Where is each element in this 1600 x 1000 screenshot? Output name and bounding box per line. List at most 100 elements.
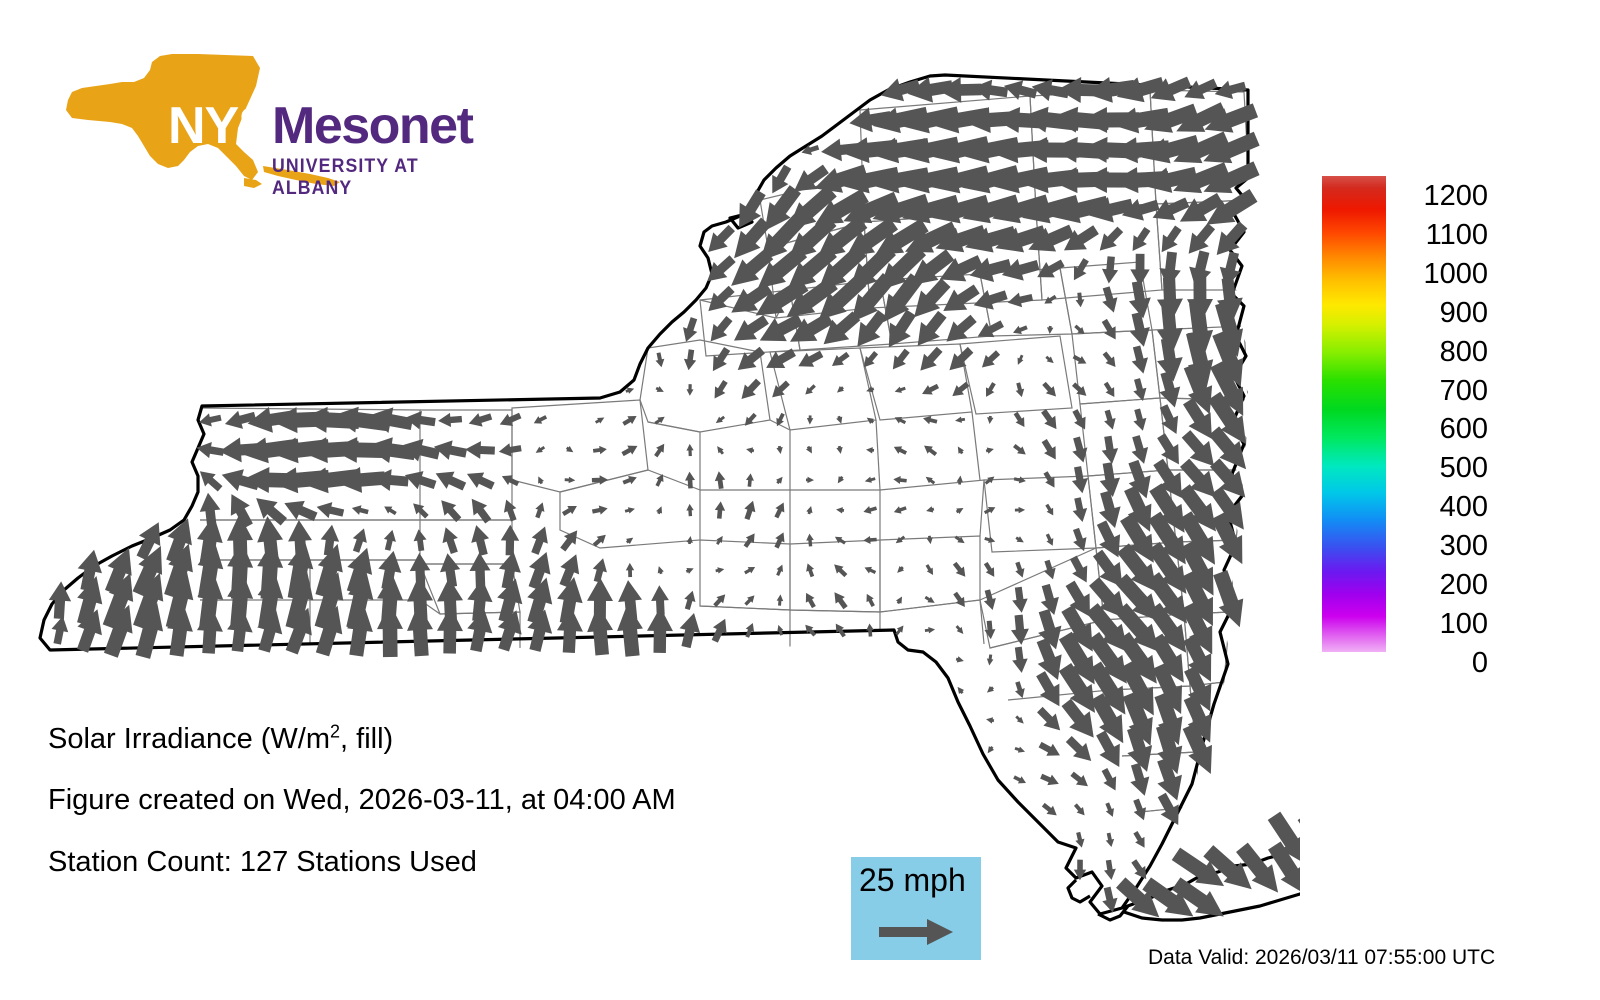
wind-arrow (535, 502, 545, 519)
wind-arrow (1021, 106, 1080, 133)
wind-arrow (1013, 325, 1028, 335)
wind-arrow (76, 609, 102, 653)
wind-arrow (685, 568, 694, 574)
wind-arrow (1072, 409, 1086, 430)
wind-arrow (468, 413, 493, 427)
station-count-text: Station Count: 127 Stations Used (48, 846, 477, 878)
wind-arrow (1214, 80, 1247, 100)
wind-arrow (51, 616, 69, 645)
wind-arrow (436, 606, 463, 654)
wind-arrow (863, 505, 878, 514)
wind-arrow (714, 471, 726, 490)
wind-arrow (103, 604, 133, 658)
wind-arrow (1131, 859, 1147, 880)
wind-arrow (841, 166, 900, 194)
wind-arrow (879, 244, 927, 291)
wind-arrow (315, 605, 343, 657)
logo-wordmark: NYS Mesonet UNIVERSITY AT ALBANY (168, 100, 474, 200)
wind-arrow (983, 561, 995, 577)
wind-arrow (227, 608, 253, 653)
wind-arrow (734, 217, 771, 259)
wind-arrow (987, 745, 995, 754)
wind-arrow (987, 415, 994, 424)
wind-arrow (469, 552, 491, 588)
colorbar-tick-600: 600 (1439, 413, 1488, 446)
wind-arrow (880, 78, 921, 102)
wind-arrow (433, 440, 468, 460)
figure-title-prefix: Solar Irradiance (W/m (48, 723, 331, 755)
wind-arrow (335, 466, 386, 493)
colorbar-tick-labels: 1200 1100 1000 900 800 700 600 500 400 300 200 100 0 (1398, 160, 1488, 678)
wind-arrow (818, 244, 867, 290)
wind-arrow (1149, 483, 1185, 533)
wind-arrow (871, 137, 930, 164)
wind-arrow (465, 441, 495, 459)
wind-arrow (592, 534, 606, 547)
wind-arrow (560, 530, 578, 552)
wind-arrow (1088, 661, 1126, 715)
wind-arrow (817, 216, 868, 258)
wind-arrow (624, 507, 635, 514)
wind-arrow (197, 572, 224, 629)
wind-arrow (935, 224, 987, 253)
wind-arrow (1209, 458, 1246, 498)
wind-arrow (1041, 409, 1057, 430)
wind-arrow (973, 289, 1008, 310)
wind-arrow (224, 410, 257, 429)
wind-arrow (1187, 301, 1214, 358)
wind-arrow (655, 386, 664, 392)
wind-arrow (1178, 511, 1216, 565)
wind-arrow (744, 595, 755, 606)
wind-arrow (1215, 301, 1244, 357)
wind-arrow (907, 77, 954, 103)
wind-arrow (1171, 877, 1224, 917)
wind-arrow (301, 467, 360, 494)
wind-arrow (1045, 533, 1054, 546)
wind-arrow (1142, 877, 1194, 917)
colorbar (1322, 176, 1386, 652)
wind-arrow (622, 416, 637, 426)
wind-arrow (985, 447, 994, 454)
wind-arrow (892, 348, 910, 370)
wind-arrow (715, 415, 726, 424)
wind-arrow (774, 502, 785, 519)
wind-arrow (1173, 131, 1230, 164)
wind-arrow (654, 443, 665, 458)
wind-arrow (1133, 408, 1147, 431)
wind-arrow (893, 506, 907, 514)
wind-arrow (378, 550, 402, 591)
wind-arrow (48, 581, 72, 619)
wind-arrow (823, 311, 861, 345)
colorbar-tick-300: 300 (1439, 530, 1488, 563)
wind-arrow (413, 529, 427, 552)
wind-arrow (346, 571, 374, 630)
wind-arrow (954, 535, 965, 544)
wind-arrow (401, 438, 440, 462)
wind-arrow (285, 607, 312, 655)
wind-arrow (527, 577, 553, 625)
wind-arrow (766, 348, 796, 369)
wind-arrow (986, 717, 995, 724)
wind-arrow (1179, 192, 1224, 222)
data-valid-timestamp: Data Valid: 2026/03/11 07:55:00 UTC (1148, 946, 1496, 969)
wind-arrow (384, 506, 397, 516)
wind-arrow (1073, 258, 1089, 281)
wind-arrow (787, 245, 837, 289)
wind-arrow (135, 603, 164, 659)
wind-arrow (969, 257, 1012, 282)
wind-arrow (955, 416, 966, 423)
wind-arrow (1072, 436, 1088, 463)
wind-vector-field (48, 76, 1300, 918)
wind-arrow (710, 316, 733, 342)
wind-arrow (995, 225, 1047, 253)
colorbar-tick-500: 500 (1439, 452, 1488, 485)
wind-arrow (1171, 847, 1225, 887)
wind-arrow (764, 185, 801, 231)
wind-arrow (314, 572, 344, 630)
wind-arrow (441, 500, 462, 523)
wind-arrow (1132, 226, 1151, 252)
wind-arrow (818, 274, 867, 320)
wind-arrow (1013, 443, 1026, 455)
wind-arrow (256, 498, 288, 526)
wind-arrow (219, 437, 262, 463)
